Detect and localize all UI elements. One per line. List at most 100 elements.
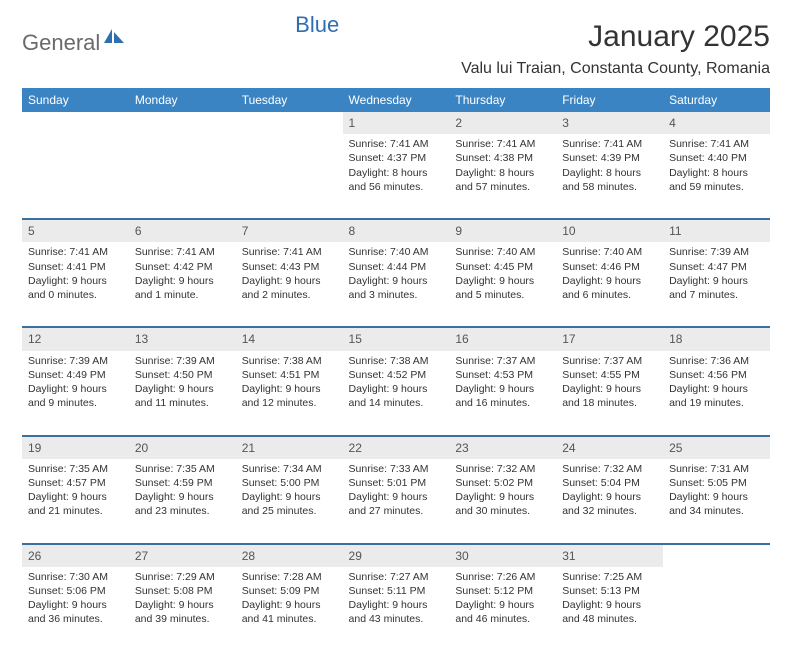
day-number-cell: 20 xyxy=(129,436,236,459)
day-number-cell: 19 xyxy=(22,436,129,459)
day-number-cell: 28 xyxy=(236,544,343,567)
sunrise-text: Sunrise: 7:28 AM xyxy=(242,570,337,584)
sunrise-text: Sunrise: 7:38 AM xyxy=(349,354,444,368)
location-text: Valu lui Traian, Constanta County, Roman… xyxy=(461,60,770,78)
day-number-cell: 11 xyxy=(663,219,770,242)
sunset-text: Sunset: 4:42 PM xyxy=(135,260,230,274)
day-number-row: 1234 xyxy=(22,112,770,134)
sunrise-text: Sunrise: 7:26 AM xyxy=(455,570,550,584)
sunrise-text: Sunrise: 7:39 AM xyxy=(669,245,764,259)
sunset-text: Sunset: 4:37 PM xyxy=(349,151,444,165)
day-number-cell: 29 xyxy=(343,544,450,567)
daylight-text: and 2 minutes. xyxy=(242,288,337,302)
daylight-text: Daylight: 9 hours xyxy=(455,382,550,396)
daylight-text: Daylight: 9 hours xyxy=(455,598,550,612)
sunset-text: Sunset: 5:08 PM xyxy=(135,584,230,598)
daylight-text: Daylight: 9 hours xyxy=(562,382,657,396)
day-detail-cell: Sunrise: 7:41 AMSunset: 4:37 PMDaylight:… xyxy=(343,134,450,219)
daylight-text: Daylight: 8 hours xyxy=(669,166,764,180)
sunset-text: Sunset: 4:40 PM xyxy=(669,151,764,165)
daylight-text: and 41 minutes. xyxy=(242,612,337,626)
sunset-text: Sunset: 4:56 PM xyxy=(669,368,764,382)
day-detail-cell xyxy=(129,134,236,219)
day-detail-row: Sunrise: 7:41 AM Sunset: 4:41 PM Daylight:… xyxy=(22,242,770,327)
daylight-text: and 27 minutes. xyxy=(349,504,444,518)
day-number-cell xyxy=(22,112,129,134)
daylight-text: and 18 minutes. xyxy=(562,396,657,410)
sunset-text: Sunset: 5:06 PM xyxy=(28,584,123,598)
sunset-text: Sunset: 4:38 PM xyxy=(455,151,550,165)
day-number-row: 12131415161718 xyxy=(22,327,770,350)
weekday-header: Friday xyxy=(556,88,663,112)
day-detail-cell: Sunrise: 7:33 AMSunset: 5:01 PMDaylight:… xyxy=(343,459,450,544)
daylight-text: and 1 minute. xyxy=(135,288,230,302)
daylight-text: Daylight: 9 hours xyxy=(669,382,764,396)
daylight-text: and 5 minutes. xyxy=(455,288,550,302)
weekday-header: Thursday xyxy=(449,88,556,112)
day-detail-cell xyxy=(22,134,129,219)
logo-text-general: General xyxy=(22,30,100,56)
sunrise-text: Sunrise: 7:39 AM xyxy=(28,354,123,368)
day-detail-cell: Sunrise: 7:35 AMSunset: 4:59 PMDaylight:… xyxy=(129,459,236,544)
sunset-text: Sunset: 4:41 PM xyxy=(28,260,123,274)
day-detail-cell: Sunrise: 7:37 AMSunset: 4:55 PMDaylight:… xyxy=(556,351,663,436)
daylight-text: Daylight: 8 hours xyxy=(562,166,657,180)
daylight-text: and 57 minutes. xyxy=(455,180,550,194)
sunrise-text: Sunrise: 7:31 AM xyxy=(669,462,764,476)
day-detail-cell: Sunrise: 7:38 AMSunset: 4:51 PMDaylight:… xyxy=(236,351,343,436)
sunset-text: Sunset: 5:11 PM xyxy=(349,584,444,598)
daylight-text: Daylight: 9 hours xyxy=(562,274,657,288)
sunrise-text: Sunrise: 7:32 AM xyxy=(562,462,657,476)
sunset-text: Sunset: 4:53 PM xyxy=(455,368,550,382)
day-detail-cell: Sunrise: 7:30 AMSunset: 5:06 PMDaylight:… xyxy=(22,567,129,652)
day-number-cell: 26 xyxy=(22,544,129,567)
daylight-text: and 12 minutes. xyxy=(242,396,337,410)
sunrise-text: Sunrise: 7:30 AM xyxy=(28,570,123,584)
daylight-text: Daylight: 9 hours xyxy=(562,490,657,504)
day-detail-cell: Sunrise: 7:31 AMSunset: 5:05 PMDaylight:… xyxy=(663,459,770,544)
day-number-cell: 2 xyxy=(449,112,556,134)
day-detail-cell: Sunrise: 7:41 AMSunset: 4:41 PMDaylight:… xyxy=(22,242,129,327)
sunset-text: Sunset: 4:44 PM xyxy=(349,260,444,274)
daylight-text: and 32 minutes. xyxy=(562,504,657,518)
sunrise-text: Sunrise: 7:37 AM xyxy=(562,354,657,368)
sunset-text: Sunset: 5:02 PM xyxy=(455,476,550,490)
sunset-text: Sunset: 4:47 PM xyxy=(669,260,764,274)
sunrise-text: Sunrise: 7:41 AM xyxy=(349,137,444,151)
daylight-text: and 46 minutes. xyxy=(455,612,550,626)
daylight-text: and 23 minutes. xyxy=(135,504,230,518)
day-number-cell: 30 xyxy=(449,544,556,567)
sunrise-text: Sunrise: 7:41 AM xyxy=(135,245,230,259)
sunrise-text: Sunrise: 7:27 AM xyxy=(349,570,444,584)
daylight-text: Daylight: 9 hours xyxy=(135,490,230,504)
daylight-text: Daylight: 9 hours xyxy=(455,274,550,288)
sunrise-text: Sunrise: 7:35 AM xyxy=(135,462,230,476)
sunrise-text: Sunrise: 7:36 AM xyxy=(669,354,764,368)
day-number-row: 262728293031 xyxy=(22,544,770,567)
sunset-text: Sunset: 5:09 PM xyxy=(242,584,337,598)
day-detail-cell: Sunrise: 7:26 AMSunset: 5:12 PMDaylight:… xyxy=(449,567,556,652)
sunset-text: Sunset: 4:55 PM xyxy=(562,368,657,382)
day-number-cell: 14 xyxy=(236,327,343,350)
day-detail-cell: Sunrise: 7:28 AMSunset: 5:09 PMDaylight:… xyxy=(236,567,343,652)
day-detail-cell: Sunrise: 7:37 AMSunset: 4:53 PMDaylight:… xyxy=(449,351,556,436)
day-detail-cell: Sunrise: 7:41 AMSunset: 4:42 PMDaylight:… xyxy=(129,242,236,327)
daylight-text: Daylight: 9 hours xyxy=(349,382,444,396)
sunrise-text: Sunrise: 7:39 AM xyxy=(135,354,230,368)
daylight-text: Daylight: 9 hours xyxy=(669,274,764,288)
sunrise-text: Sunrise: 7:41 AM xyxy=(242,245,337,259)
daylight-text: Daylight: 8 hours xyxy=(349,166,444,180)
daylight-text: Daylight: 9 hours xyxy=(135,382,230,396)
sunset-text: Sunset: 4:46 PM xyxy=(562,260,657,274)
day-number-cell: 6 xyxy=(129,219,236,242)
day-detail-cell: Sunrise: 7:38 AMSunset: 4:52 PMDaylight:… xyxy=(343,351,450,436)
day-number-cell xyxy=(236,112,343,134)
day-detail-cell: Sunrise: 7:32 AMSunset: 5:04 PMDaylight:… xyxy=(556,459,663,544)
day-number-cell: 9 xyxy=(449,219,556,242)
day-number-cell xyxy=(663,544,770,567)
sunset-text: Sunset: 5:13 PM xyxy=(562,584,657,598)
daylight-text: Daylight: 9 hours xyxy=(135,274,230,288)
day-number-cell: 21 xyxy=(236,436,343,459)
daylight-text: Daylight: 9 hours xyxy=(135,598,230,612)
daylight-text: and 48 minutes. xyxy=(562,612,657,626)
